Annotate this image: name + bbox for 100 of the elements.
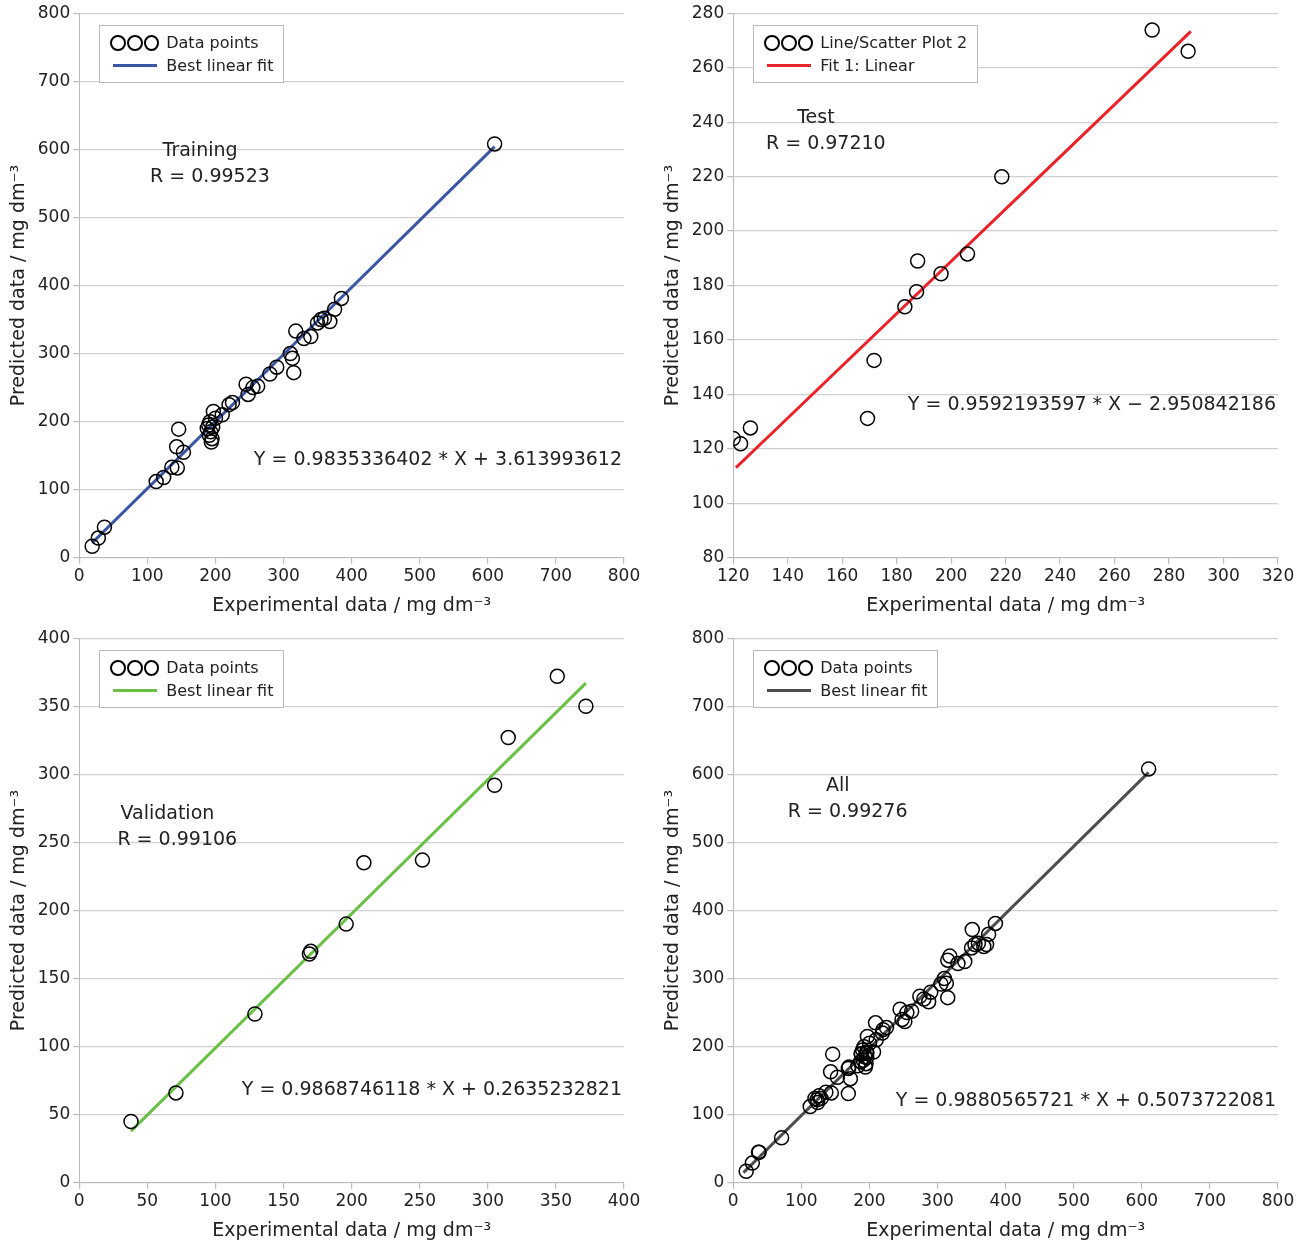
y-tick-label: 300 [691,967,725,987]
y-tick-label: 220 [691,165,725,185]
annotation: Training [161,137,238,160]
x-tick-label: 250 [403,1190,436,1211]
legend-label: Fit 1: Linear [820,55,915,78]
y-tick-label: 100 [37,1035,71,1056]
x-tick-label: 280 [1152,565,1186,586]
y-tick-label: 100 [691,491,725,512]
y-tick-label: 80 [702,546,725,567]
point [96,519,113,535]
y-tick-label: 280 [691,1,725,22]
annotation: Y = 0.9835336402 * X + 3.613993612 [252,446,622,469]
point [203,434,220,450]
x-tick-label: 600 [471,565,505,586]
y-tick-label: 0 [59,546,71,567]
point [303,328,319,345]
point [500,729,516,746]
x-tick-label: 100 [199,1190,232,1211]
y-tick-label: 200 [37,410,71,431]
legend-label: Best linear fit [820,680,928,703]
point [414,852,431,868]
point [221,396,237,413]
point [338,916,354,932]
y-tick-label: 180 [691,273,725,294]
x-tick-label: 200 [335,1190,368,1211]
point [262,366,278,382]
point [549,668,566,685]
x-tick-label: 200 [934,565,968,586]
annotation: Y = 0.9592193597 * X − 2.950842186 [906,392,1276,415]
point [224,394,241,411]
legend-label: Data points [166,32,259,55]
point [859,410,876,427]
x-tick-label: 0 [727,1190,739,1211]
point [169,460,186,476]
point [238,376,254,392]
annotation: Validation [120,800,215,823]
point [316,310,333,326]
y-tick-label: 800 [691,626,725,647]
x-tick-label: 180 [880,565,913,586]
y-tick-label: 0 [713,1171,725,1192]
point [994,169,1010,185]
point [214,407,230,423]
point [933,266,949,282]
x-axis-title: Experimental data / mg dm⁻³ [212,592,492,615]
point [1144,22,1160,38]
point [309,315,326,331]
point [959,246,976,262]
legend-label: Best linear fit [166,55,274,78]
x-tick-label: 300 [921,1190,954,1211]
annotation: R = 0.97210 [765,130,886,153]
y-tick-label: 700 [691,694,725,715]
point [282,345,299,362]
x-tick-label: 120 [717,565,750,586]
x-tick-label: 300 [267,565,300,586]
annotation: Test [796,104,835,127]
point [578,698,594,715]
y-tick-label: 400 [37,273,71,294]
x-axis-title: Experimental data / mg dm⁻³ [212,1217,492,1240]
y-tick-label: 600 [691,762,725,783]
point [207,410,224,426]
x-tick-label: 200 [199,565,232,586]
annotation: All [825,773,850,796]
point [164,459,180,476]
legend-label: Data points [820,657,913,680]
x-tick-label: 50 [136,1190,159,1211]
x-tick-label: 800 [1261,1190,1295,1211]
point [733,435,749,452]
y-tick-label: 400 [691,898,725,919]
point [313,311,329,328]
point [84,538,100,554]
point [909,253,926,269]
point [199,420,216,437]
y-tick-label: 240 [691,110,725,131]
point [486,777,503,793]
point [249,378,266,394]
y-tick-label: 700 [37,69,71,90]
point [247,1006,263,1022]
x-axis-title: Experimental data / mg dm⁻³ [866,592,1146,615]
y-tick-label: 200 [691,1035,725,1056]
x-tick-label: 600 [1125,1190,1159,1211]
x-tick-label: 140 [771,565,804,586]
y-tick-label: 200 [691,219,725,240]
y-axis-title: Predicted data / mg dm⁻³ [660,789,683,1032]
annotation: R = 0.99106 [117,826,238,849]
y-tick-label: 800 [37,1,71,22]
annotation: R = 0.99276 [787,799,908,822]
y-tick-label: 150 [37,967,71,987]
point [285,364,302,381]
point [742,420,759,436]
point [288,323,304,339]
point [168,439,185,455]
point [170,421,187,437]
point [123,1113,139,1130]
y-axis-title: Predicted data / mg dm⁻³ [6,164,29,407]
point [175,444,192,461]
x-tick-label: 350 [539,1190,573,1211]
annotation: R = 0.99523 [150,163,270,186]
y-tick-label: 100 [691,1103,725,1124]
point [245,379,261,396]
x-tick-label: 400 [335,565,368,586]
